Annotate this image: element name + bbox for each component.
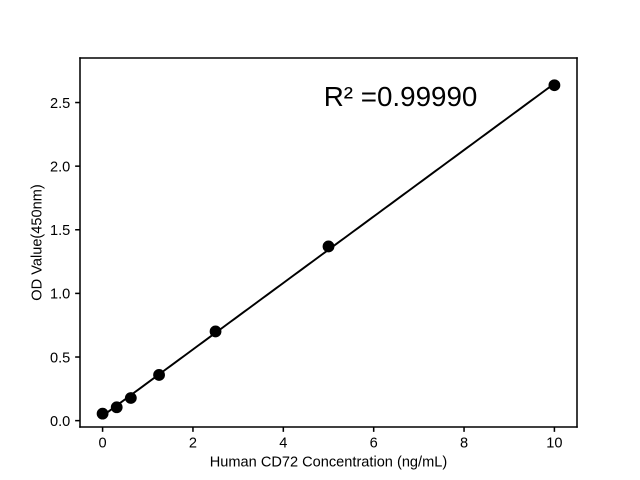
svg-text:6: 6	[370, 435, 378, 451]
svg-text:R² =0.99990: R² =0.99990	[324, 81, 478, 112]
svg-text:8: 8	[460, 435, 468, 451]
svg-text:2.5: 2.5	[50, 96, 70, 112]
svg-text:0: 0	[99, 435, 107, 451]
svg-text:4: 4	[279, 435, 287, 451]
svg-text:2.0: 2.0	[50, 159, 70, 175]
svg-text:1.5: 1.5	[50, 223, 70, 239]
svg-text:2: 2	[189, 435, 197, 451]
svg-text:0.0: 0.0	[50, 414, 70, 430]
svg-text:1.0: 1.0	[50, 287, 70, 303]
svg-text:10: 10	[546, 435, 562, 451]
svg-text:OD Value(450nm): OD Value(450nm)	[29, 184, 45, 300]
svg-text:0.5: 0.5	[50, 350, 70, 366]
svg-text:Human CD72 Concentration (ng/m: Human CD72 Concentration (ng/mL)	[210, 454, 447, 470]
